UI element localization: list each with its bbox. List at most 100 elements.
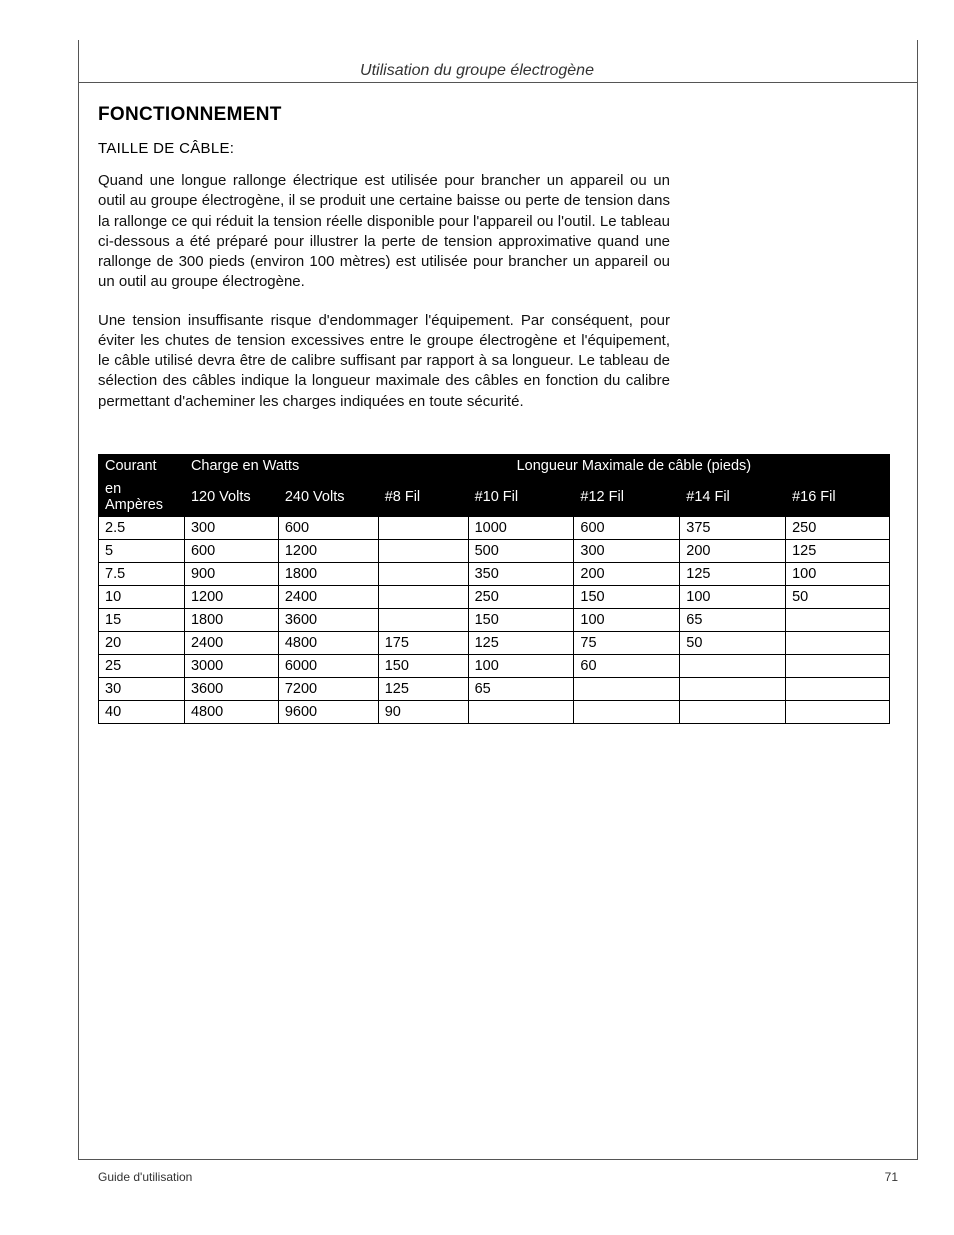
table-cell: 175 xyxy=(378,631,468,654)
table-cell: 65 xyxy=(468,677,574,700)
table-cell: 125 xyxy=(680,562,786,585)
table-cell: 350 xyxy=(468,562,574,585)
table-row: 2.53006001000600375250 xyxy=(99,516,890,539)
table-cell: 500 xyxy=(468,539,574,562)
table-cell: 3000 xyxy=(184,654,278,677)
table-cell xyxy=(786,677,890,700)
table-cell xyxy=(680,677,786,700)
table-cell xyxy=(786,631,890,654)
table-cell: 1200 xyxy=(184,585,278,608)
table-cell: 100 xyxy=(786,562,890,585)
table-cell: 300 xyxy=(574,539,680,562)
page-content: FONCTIONNEMENT TAILLE DE CÂBLE: Quand un… xyxy=(98,104,898,724)
table-header-row-sub: en Ampères 120 Volts 240 Volts #8 Fil #1… xyxy=(99,477,890,516)
col-f12: #12 Fil xyxy=(574,477,680,516)
table-cell: 15 xyxy=(99,608,185,631)
table-row: 253000600015010060 xyxy=(99,654,890,677)
table-cell xyxy=(574,677,680,700)
table-cell xyxy=(680,654,786,677)
section-subheading: TAILLE DE CÂBLE: xyxy=(98,140,898,157)
cable-table-wrap: Courant Charge en Watts Longueur Maximal… xyxy=(98,454,890,724)
table-cell: 100 xyxy=(680,585,786,608)
col-f14: #14 Fil xyxy=(680,477,786,516)
table-cell xyxy=(378,539,468,562)
col-120v: 120 Volts xyxy=(184,477,278,516)
table-cell: 75 xyxy=(574,631,680,654)
table-cell: 2400 xyxy=(184,631,278,654)
table-cell xyxy=(378,608,468,631)
table-cell: 30 xyxy=(99,677,185,700)
table-cell: 600 xyxy=(184,539,278,562)
table-cell: 100 xyxy=(468,654,574,677)
table-cell: 20 xyxy=(99,631,185,654)
table-cell: 65 xyxy=(680,608,786,631)
table-cell: 1000 xyxy=(468,516,574,539)
table-cell: 60 xyxy=(574,654,680,677)
table-cell xyxy=(786,700,890,723)
table-cell xyxy=(378,562,468,585)
table-cell: 600 xyxy=(278,516,378,539)
table-cell: 200 xyxy=(574,562,680,585)
col-f8: #8 Fil xyxy=(378,477,468,516)
table-cell: 90 xyxy=(378,700,468,723)
table-cell: 10 xyxy=(99,585,185,608)
table-cell: 900 xyxy=(184,562,278,585)
table-cell: 300 xyxy=(184,516,278,539)
col-f10: #10 Fil xyxy=(468,477,574,516)
table-cell: 4800 xyxy=(278,631,378,654)
table-cell: 1800 xyxy=(278,562,378,585)
table-row: 101200240025015010050 xyxy=(99,585,890,608)
table-cell: 50 xyxy=(680,631,786,654)
footer-doc-label: Guide d'utilisation xyxy=(98,1170,192,1184)
table-cell: 2400 xyxy=(278,585,378,608)
table-row: 1518003600 15010065 xyxy=(99,608,890,631)
table-cell: 40 xyxy=(99,700,185,723)
table-cell: 7200 xyxy=(278,677,378,700)
table-cell: 9600 xyxy=(278,700,378,723)
table-cell: 50 xyxy=(786,585,890,608)
table-cell xyxy=(786,654,890,677)
col-f16: #16 Fil xyxy=(786,477,890,516)
table-cell: 2.5 xyxy=(99,516,185,539)
table-cell: 250 xyxy=(468,585,574,608)
table-cell: 7.5 xyxy=(99,562,185,585)
table-cell xyxy=(786,608,890,631)
table-cell: 5 xyxy=(99,539,185,562)
table-cell: 125 xyxy=(786,539,890,562)
table-row: 303600720012565 xyxy=(99,677,890,700)
col-amperes: en Ampères xyxy=(99,477,185,516)
body-paragraph: Une tension insuffisante risque d'endomm… xyxy=(98,311,670,412)
table-cell: 6000 xyxy=(278,654,378,677)
table-cell: 1800 xyxy=(184,608,278,631)
footer-page-number: 71 xyxy=(885,1170,898,1184)
table-header-row-top: Courant Charge en Watts Longueur Maximal… xyxy=(99,454,890,477)
table-cell xyxy=(468,700,574,723)
table-cell: 600 xyxy=(574,516,680,539)
table-body: 2.53006001000600375250560012005003002001… xyxy=(99,516,890,723)
table-row: 404800960090 xyxy=(99,700,890,723)
table-cell: 150 xyxy=(378,654,468,677)
table-cell: 150 xyxy=(468,608,574,631)
table-cell: 1200 xyxy=(278,539,378,562)
table-cell: 3600 xyxy=(278,608,378,631)
table-cell: 100 xyxy=(574,608,680,631)
section-heading: FONCTIONNEMENT xyxy=(98,104,898,126)
table-cell: 250 xyxy=(786,516,890,539)
col-240v: 240 Volts xyxy=(278,477,378,516)
table-row: 7.59001800 350200125100 xyxy=(99,562,890,585)
table-row: 56001200 500300200125 xyxy=(99,539,890,562)
page-footer: Guide d'utilisation 71 xyxy=(98,1170,898,1184)
col-courant: Courant xyxy=(99,454,185,477)
table-cell: 25 xyxy=(99,654,185,677)
body-paragraph: Quand une longue rallonge électrique est… xyxy=(98,171,670,293)
table-cell xyxy=(680,700,786,723)
table-cell: 3600 xyxy=(184,677,278,700)
col-longueur: Longueur Maximale de câble (pieds) xyxy=(378,454,889,477)
table-cell: 125 xyxy=(378,677,468,700)
table-cell: 125 xyxy=(468,631,574,654)
table-cell: 375 xyxy=(680,516,786,539)
col-charge: Charge en Watts xyxy=(184,454,378,477)
table-row: 20240048001751257550 xyxy=(99,631,890,654)
cable-selection-table: Courant Charge en Watts Longueur Maximal… xyxy=(98,454,890,724)
table-cell: 200 xyxy=(680,539,786,562)
